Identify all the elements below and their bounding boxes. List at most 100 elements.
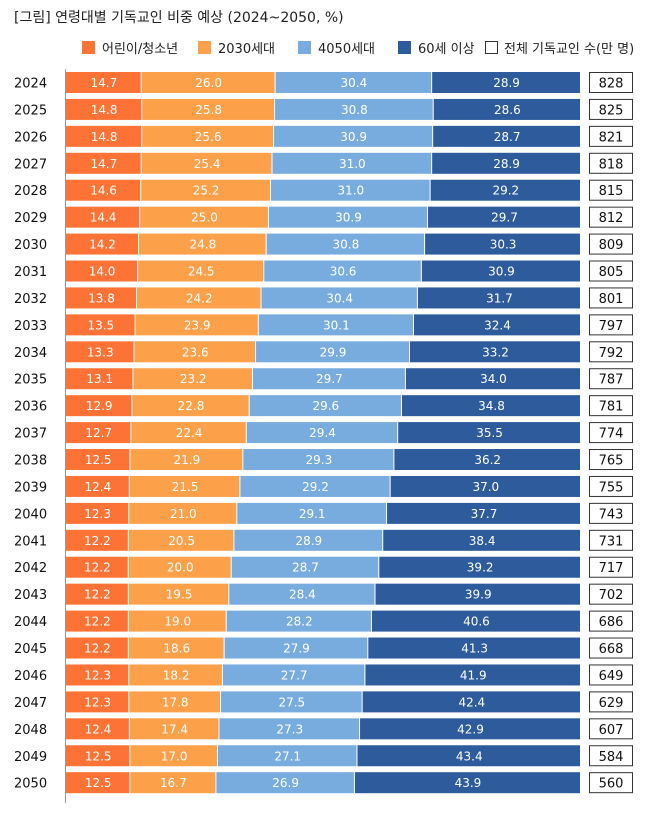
segment-value-label: 29.9 [320, 345, 347, 359]
segment-value-label: 21.0 [170, 507, 197, 521]
segment-value-label: 41.3 [461, 642, 488, 656]
total-box [589, 583, 633, 605]
segment-value-label: 26.0 [195, 76, 222, 90]
segment-value-label: 12.2 [84, 534, 111, 548]
total-box [589, 260, 633, 282]
segment-value-label: 28.9 [493, 157, 520, 171]
bar-segment-1 [66, 72, 141, 93]
bar-segment-2 [128, 556, 231, 578]
total-box [589, 422, 633, 444]
year-label: 2027 [14, 157, 47, 172]
segment-value-label: 29.4 [309, 426, 336, 440]
bar-segment-4 [421, 260, 580, 282]
segment-value-label: 29.7 [316, 372, 343, 386]
year-label: 2028 [14, 184, 47, 199]
segment-value-label: 30.8 [333, 238, 360, 252]
total-value: 686 [599, 615, 624, 630]
segment-value-label: 18.2 [163, 668, 190, 682]
year-label: 2041 [14, 534, 47, 549]
year-label: 2035 [14, 373, 47, 388]
segment-value-label: 14.7 [90, 76, 117, 90]
total-value: 649 [599, 669, 624, 684]
total-value: 717 [599, 561, 624, 576]
total-box [589, 233, 633, 255]
year-label: 2044 [14, 615, 47, 630]
segment-value-label: 20.0 [167, 561, 194, 575]
total-value: 755 [599, 480, 624, 495]
segment-value-label: 28.7 [292, 561, 319, 575]
segment-value-label: 33.2 [482, 345, 509, 359]
segment-value-label: 26.9 [272, 776, 299, 790]
segment-value-label: 28.9 [295, 534, 322, 548]
segment-value-label: 12.2 [84, 642, 111, 656]
total-value: 809 [599, 238, 624, 253]
total-value: 743 [599, 507, 624, 522]
bar-segment-4 [362, 691, 580, 713]
total-box [589, 287, 633, 309]
legend-swatch-3 [298, 41, 311, 54]
legend-label-3: 4050세대 [318, 42, 375, 57]
bar-segment-2 [137, 287, 261, 309]
bar-segment-2 [139, 233, 266, 255]
bar-segment-4 [365, 664, 580, 686]
segment-value-label: 31.7 [486, 291, 513, 305]
segment-value-label: 14.8 [91, 103, 118, 117]
year-label: 2040 [14, 507, 47, 522]
segment-value-label: 13.5 [87, 318, 114, 332]
segment-value-label: 18.6 [163, 642, 190, 656]
total-box [589, 502, 633, 524]
segment-value-label: 19.5 [166, 588, 193, 602]
segment-value-label: 43.4 [456, 749, 483, 763]
bar-segment-3 [252, 368, 405, 390]
segment-value-label: 34.8 [478, 399, 505, 413]
segment-value-label: 20.5 [168, 534, 195, 548]
bar-segment-2 [129, 502, 237, 524]
segment-value-label: 12.3 [84, 668, 111, 682]
segment-value-label: 12.3 [84, 695, 111, 709]
segment-value-label: 17.0 [161, 749, 188, 763]
total-value: 668 [599, 642, 624, 657]
segment-value-label: 24.5 [188, 265, 215, 279]
segment-value-label: 30.4 [326, 291, 353, 305]
bar-segment-2 [135, 314, 258, 336]
total-value: 815 [599, 184, 624, 199]
year-label: 2045 [14, 642, 47, 657]
bar-segment-1 [66, 691, 129, 713]
total-box [589, 395, 633, 417]
segment-value-label: 17.4 [161, 722, 188, 736]
segment-value-label: 28.9 [493, 76, 520, 90]
segment-value-label: 30.4 [341, 76, 368, 90]
total-box [589, 637, 633, 659]
total-value: 731 [599, 534, 624, 549]
year-label: 2033 [14, 319, 47, 334]
bar-segment-1 [66, 206, 140, 228]
segment-value-label: 13.3 [87, 345, 114, 359]
bar-segment-3 [226, 610, 371, 632]
segment-value-label: 39.9 [465, 588, 492, 602]
segment-value-label: 37.0 [472, 480, 499, 494]
legend-label-2: 2030세대 [218, 42, 275, 57]
segment-value-label: 27.1 [274, 749, 301, 763]
segment-value-label: 31.0 [339, 157, 366, 171]
legend-swatch-1 [82, 41, 95, 54]
total-value: 781 [599, 400, 624, 415]
bar-segment-2 [129, 475, 240, 497]
bar-segment-4 [425, 233, 580, 255]
bar-segment-2 [128, 583, 229, 605]
bar-segment-2 [134, 341, 256, 363]
bar-segment-1 [66, 610, 128, 632]
bar-segment-2 [131, 422, 246, 444]
bar-segment-3 [258, 314, 413, 336]
bar-segment-3 [231, 556, 379, 578]
segment-value-label: 19.0 [164, 615, 191, 629]
bar-segment-4 [375, 583, 580, 605]
segment-value-label: 25.4 [194, 157, 221, 171]
total-box [589, 556, 633, 578]
segment-value-label: 25.8 [195, 103, 222, 117]
segment-value-label: 30.9 [488, 265, 515, 279]
bar-segment-2 [142, 125, 274, 147]
bar-segment-3 [261, 287, 417, 309]
segment-value-label: 23.9 [184, 318, 211, 332]
bar-segment-4 [413, 314, 580, 336]
